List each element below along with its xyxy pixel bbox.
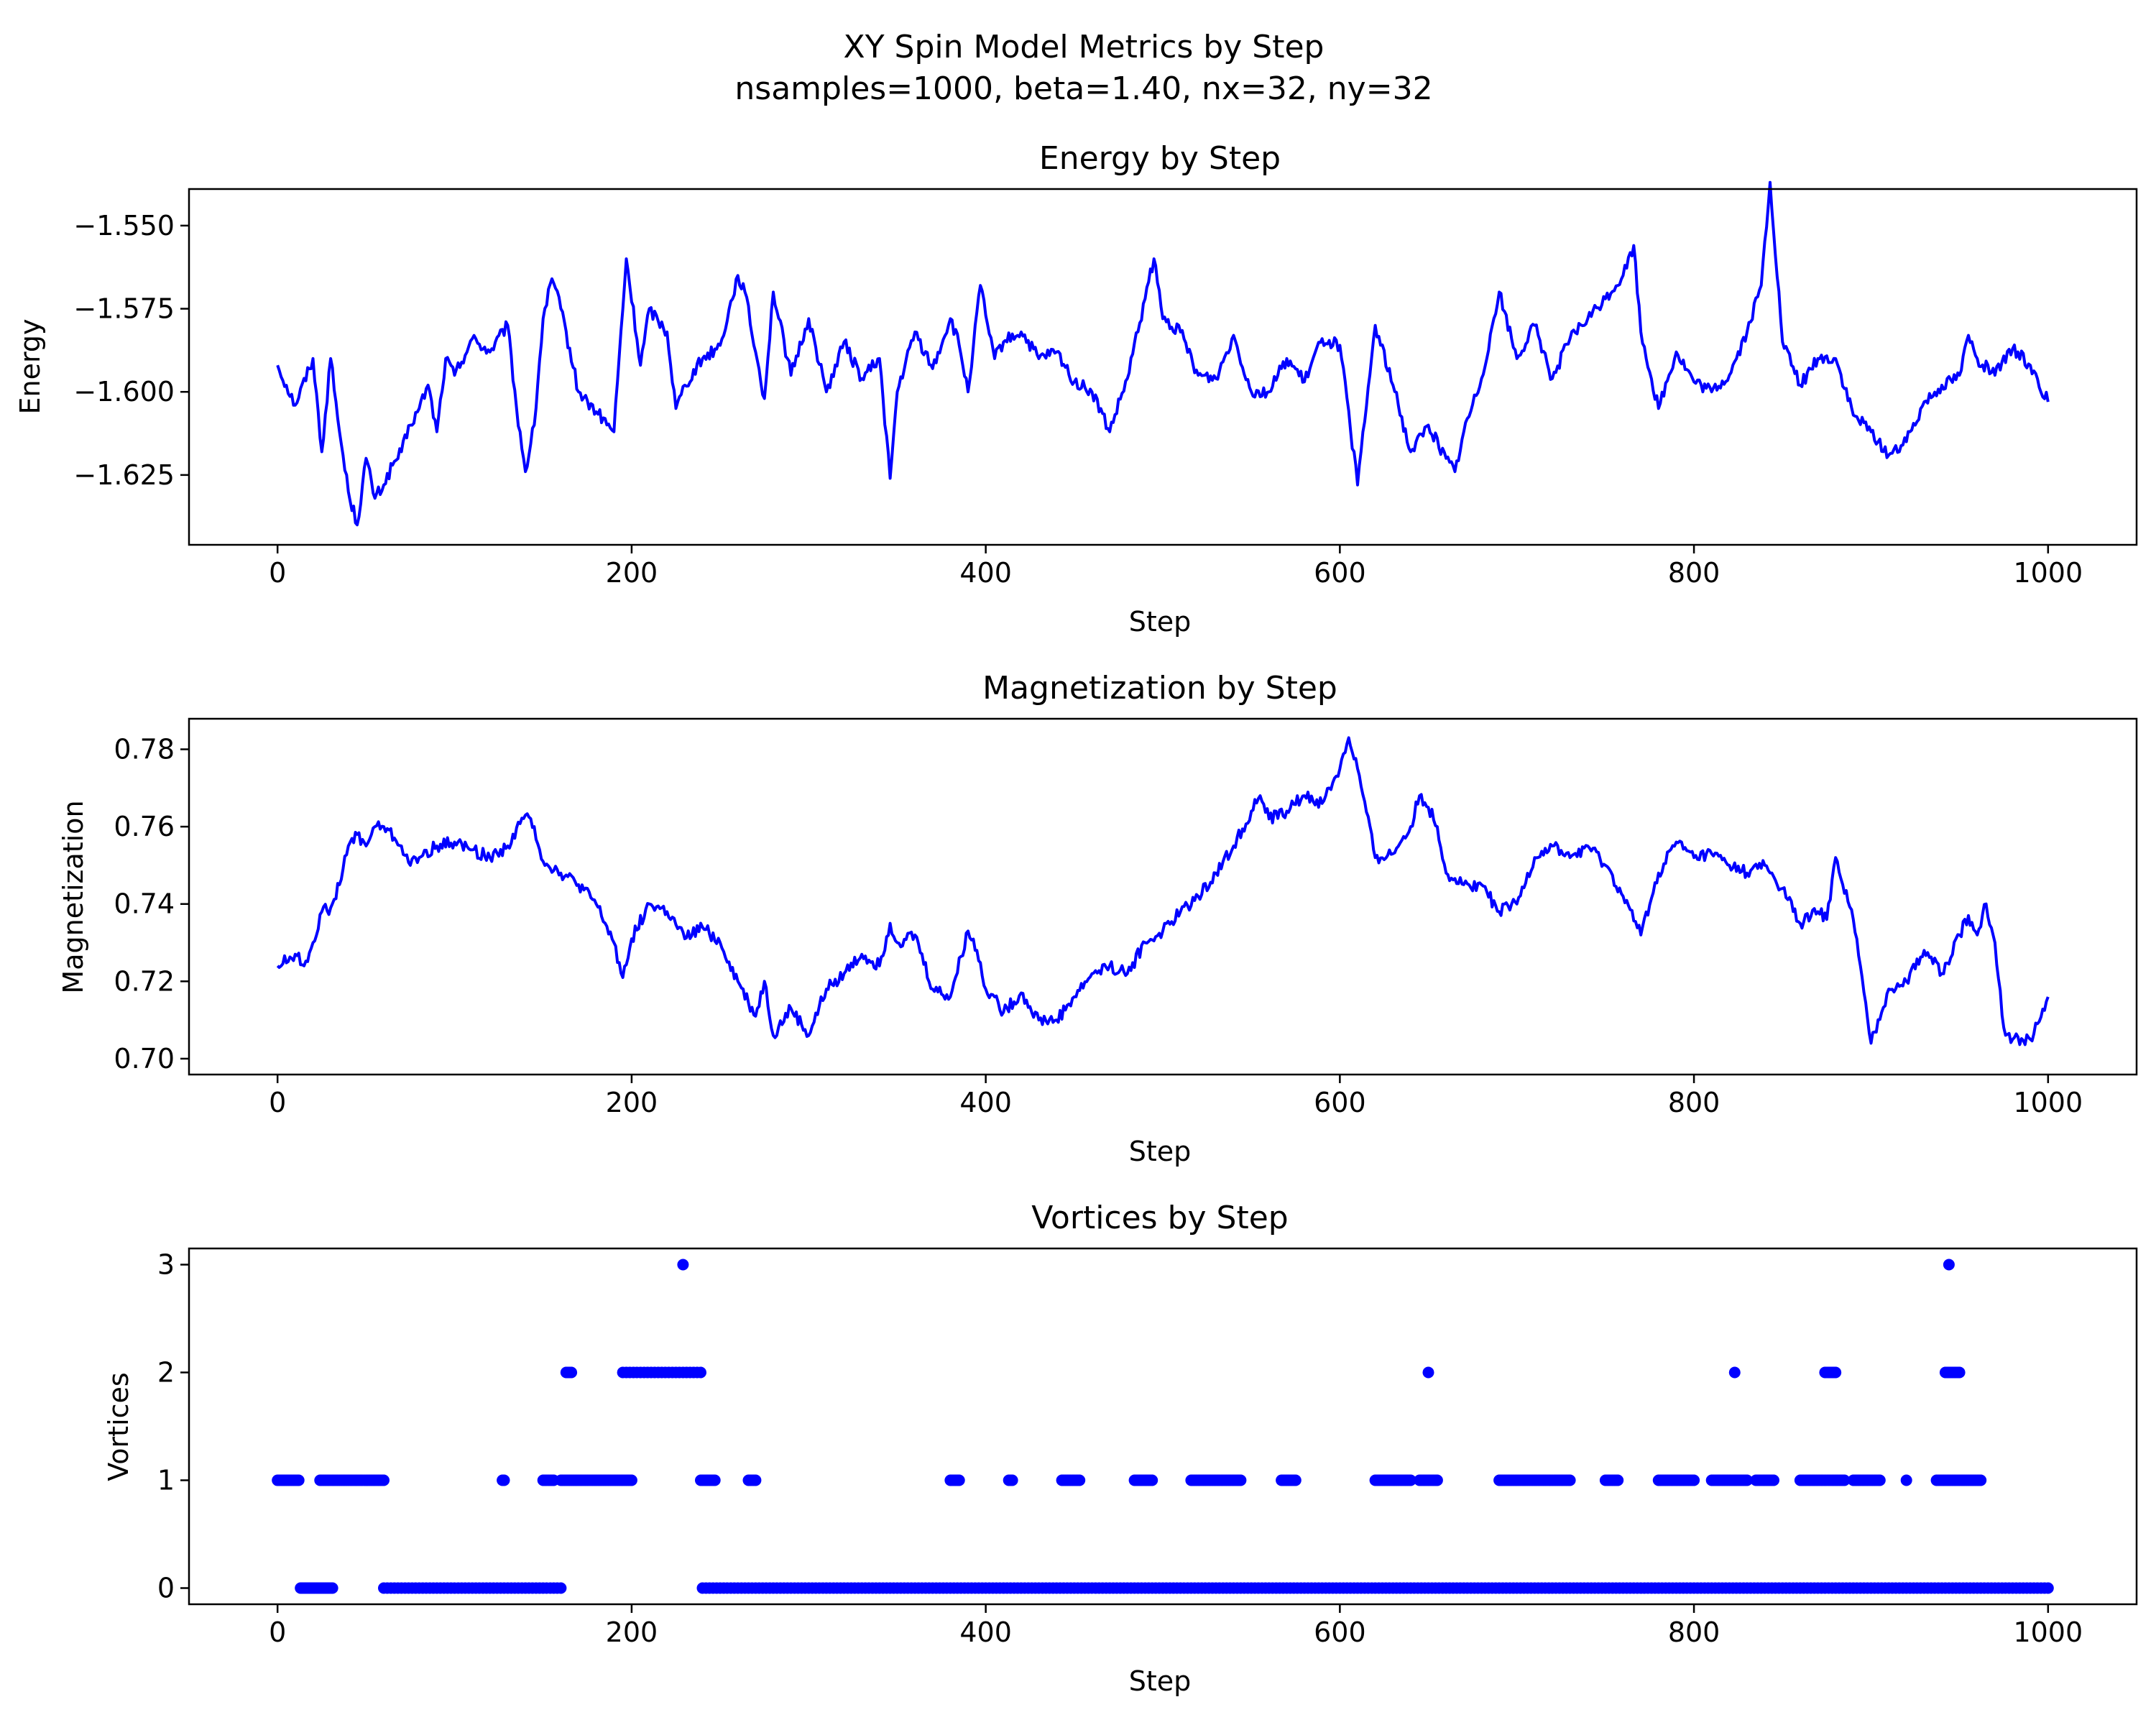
vortices-point — [326, 1582, 338, 1594]
panel-vortices: Vortices by Step 0 200 400 600 800 1000 0 1 2 3 S… — [103, 1200, 2138, 1697]
energy-xtick-label: 200 — [606, 557, 658, 589]
energy-xtick-label: 1000 — [2013, 557, 2083, 589]
vortices-point — [1146, 1474, 1158, 1486]
vortices-point — [695, 1366, 706, 1379]
vortices-ytick-label: 1 — [157, 1465, 175, 1496]
vortices-xtick-label: 800 — [1668, 1616, 1720, 1648]
vortices-point — [378, 1474, 390, 1486]
energy-ytick-label: −1.550 — [73, 210, 175, 242]
energy-ytick-label: −1.600 — [73, 376, 175, 408]
energy-xtick-label: 0 — [269, 557, 286, 589]
vortices-ytick-label: 0 — [157, 1573, 175, 1604]
figure-title-line2: nsamples=1000, beta=1.40, nx=32, ny=32 — [734, 70, 1432, 107]
magnetization-xtick-label: 800 — [1668, 1087, 1720, 1118]
magnetization-ytick-label: 0.70 — [114, 1043, 175, 1075]
energy-plot-area — [276, 180, 2050, 527]
magnetization-xtick-label: 600 — [1314, 1087, 1366, 1118]
vortices-point — [677, 1259, 689, 1271]
vortices-point — [1404, 1474, 1416, 1486]
vortices-point — [1564, 1474, 1576, 1486]
magnetization-ticks: 0 200 400 600 800 1000 0.70 0.72 0.74 0.76 0.78 — [114, 734, 2083, 1118]
vortices-point — [1422, 1366, 1434, 1379]
vortices-point — [1768, 1474, 1779, 1486]
vortices-point — [2042, 1582, 2054, 1594]
vortices-point — [1975, 1474, 1987, 1486]
vortices-point — [1830, 1366, 1842, 1379]
magnetization-ylabel: Magnetization — [57, 800, 89, 993]
vortices-point — [709, 1474, 721, 1486]
energy-xlabel: Step — [1129, 606, 1192, 638]
energy-xtick-label: 800 — [1668, 557, 1720, 589]
magnetization-xtick-label: 0 — [269, 1087, 286, 1118]
vortices-point — [1074, 1474, 1086, 1486]
vortices-point — [1006, 1474, 1018, 1486]
vortices-point — [555, 1582, 567, 1594]
magnetization-frame — [188, 717, 2138, 1076]
vortices-point — [1728, 1366, 1741, 1379]
energy-ytick-label: −1.625 — [73, 459, 175, 491]
vortices-ylabel: Vortices — [103, 1372, 134, 1481]
vortices-title: Vortices by Step — [1031, 1200, 1288, 1236]
vortices-ticks: 0 200 400 600 800 1000 0 1 2 3 — [157, 1249, 2083, 1649]
vortices-point — [1688, 1474, 1700, 1486]
vortices-point — [566, 1366, 578, 1379]
vortices-ytick-label: 2 — [157, 1357, 175, 1389]
vortices-point — [750, 1474, 762, 1486]
vortices-point — [1612, 1474, 1624, 1486]
energy-ticks: 0 200 400 600 800 1000 −1.550 −1.575 −1.600 −1.62… — [73, 210, 2083, 589]
energy-title: Energy by Step — [1039, 140, 1281, 177]
magnetization-xtick-label: 400 — [959, 1087, 1012, 1118]
vortices-point — [1289, 1474, 1302, 1486]
energy-ylabel: Energy — [14, 318, 46, 414]
magnetization-title: Magnetization by Step — [982, 670, 1337, 707]
magnetization-xtick-label: 1000 — [2013, 1087, 2083, 1118]
vortices-point — [1900, 1474, 1912, 1486]
vortices-point — [1235, 1474, 1247, 1486]
magnetization-ytick-label: 0.76 — [114, 811, 175, 842]
vortices-point — [292, 1474, 305, 1486]
vortices-xlabel: Step — [1129, 1665, 1192, 1697]
vortices-point — [1838, 1474, 1851, 1486]
vortices-plot-area — [272, 1259, 2054, 1594]
energy-xtick-label: 600 — [1314, 557, 1366, 589]
vortices-point — [1953, 1366, 1966, 1379]
magnetization-plot-area — [276, 736, 2050, 1046]
vortices-point — [1874, 1474, 1886, 1486]
magnetization-series-line — [276, 736, 2050, 1046]
vortices-xtick-label: 400 — [959, 1616, 1012, 1648]
vortices-point — [625, 1474, 637, 1486]
vortices-point — [498, 1474, 510, 1486]
energy-ytick-label: −1.575 — [73, 293, 175, 325]
panel-magnetization: Magnetization by Step 0 200 400 600 800 10000… — [57, 670, 2138, 1167]
vortices-point — [1431, 1474, 1443, 1486]
energy-series-line — [276, 180, 2050, 527]
panel-energy: Energy by Step 0 200 400 600 800 1000 −1.550 −1… — [14, 140, 2138, 638]
vortices-xtick-label: 0 — [269, 1616, 286, 1648]
energy-frame — [188, 188, 2138, 546]
vortices-ytick-label: 3 — [157, 1249, 175, 1281]
energy-xtick-label: 400 — [959, 557, 1012, 589]
vortices-point — [1741, 1474, 1753, 1486]
vortices-point — [953, 1474, 965, 1486]
vortices-point — [1943, 1259, 1955, 1271]
magnetization-ytick-label: 0.72 — [114, 965, 175, 997]
magnetization-ytick-label: 0.78 — [114, 734, 175, 765]
figure-title-line1: XY Spin Model Metrics by Step — [844, 29, 1325, 65]
magnetization-ytick-label: 0.74 — [114, 888, 175, 920]
vortices-frame — [188, 1247, 2138, 1606]
magnetization-xtick-label: 200 — [606, 1087, 658, 1118]
vortices-xtick-label: 1000 — [2013, 1616, 2083, 1648]
magnetization-xlabel: Step — [1129, 1136, 1192, 1167]
vortices-xtick-label: 200 — [606, 1616, 658, 1648]
vortices-xtick-label: 600 — [1314, 1616, 1366, 1648]
